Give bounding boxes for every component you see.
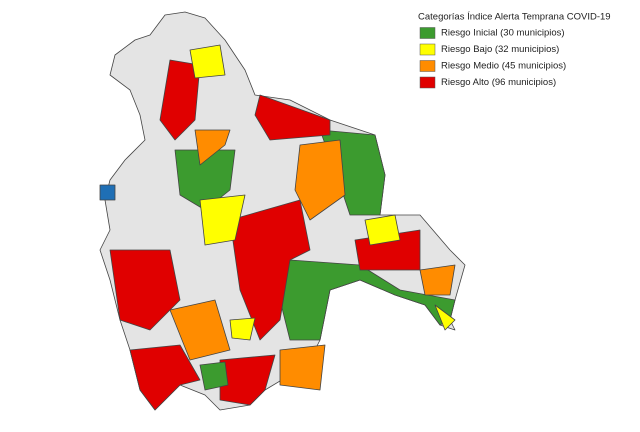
region (279, 259, 456, 341)
map-regions (99, 11, 466, 411)
region (229, 199, 311, 341)
region (129, 344, 201, 411)
legend-swatch (419, 60, 436, 72)
legend-label: Riesgo Inicial (30 municipios) (441, 28, 565, 39)
legend-title: Categorías Índice Alerta Temprana COVID-… (418, 12, 611, 23)
lake (99, 184, 116, 201)
region (294, 139, 346, 221)
legend-swatch (419, 27, 436, 39)
legend-swatch (419, 76, 436, 89)
region (109, 249, 181, 331)
region (364, 214, 401, 246)
region (254, 94, 331, 141)
region (229, 317, 256, 341)
region (169, 299, 231, 361)
region (279, 344, 326, 391)
legend-swatch (419, 43, 436, 56)
legend-label: Riesgo Alto (96 municipios) (441, 77, 556, 88)
region (199, 194, 246, 246)
region (199, 361, 229, 391)
region (219, 354, 276, 406)
region (194, 129, 231, 166)
legend-label: Riesgo Bajo (32 municipios) (441, 44, 559, 55)
region (189, 44, 226, 79)
legend: Categorías Índice Alerta Temprana COVID-… (418, 12, 611, 89)
legend-label: Riesgo Medio (45 municipios) (441, 61, 566, 72)
region (419, 264, 456, 296)
region (434, 304, 456, 331)
